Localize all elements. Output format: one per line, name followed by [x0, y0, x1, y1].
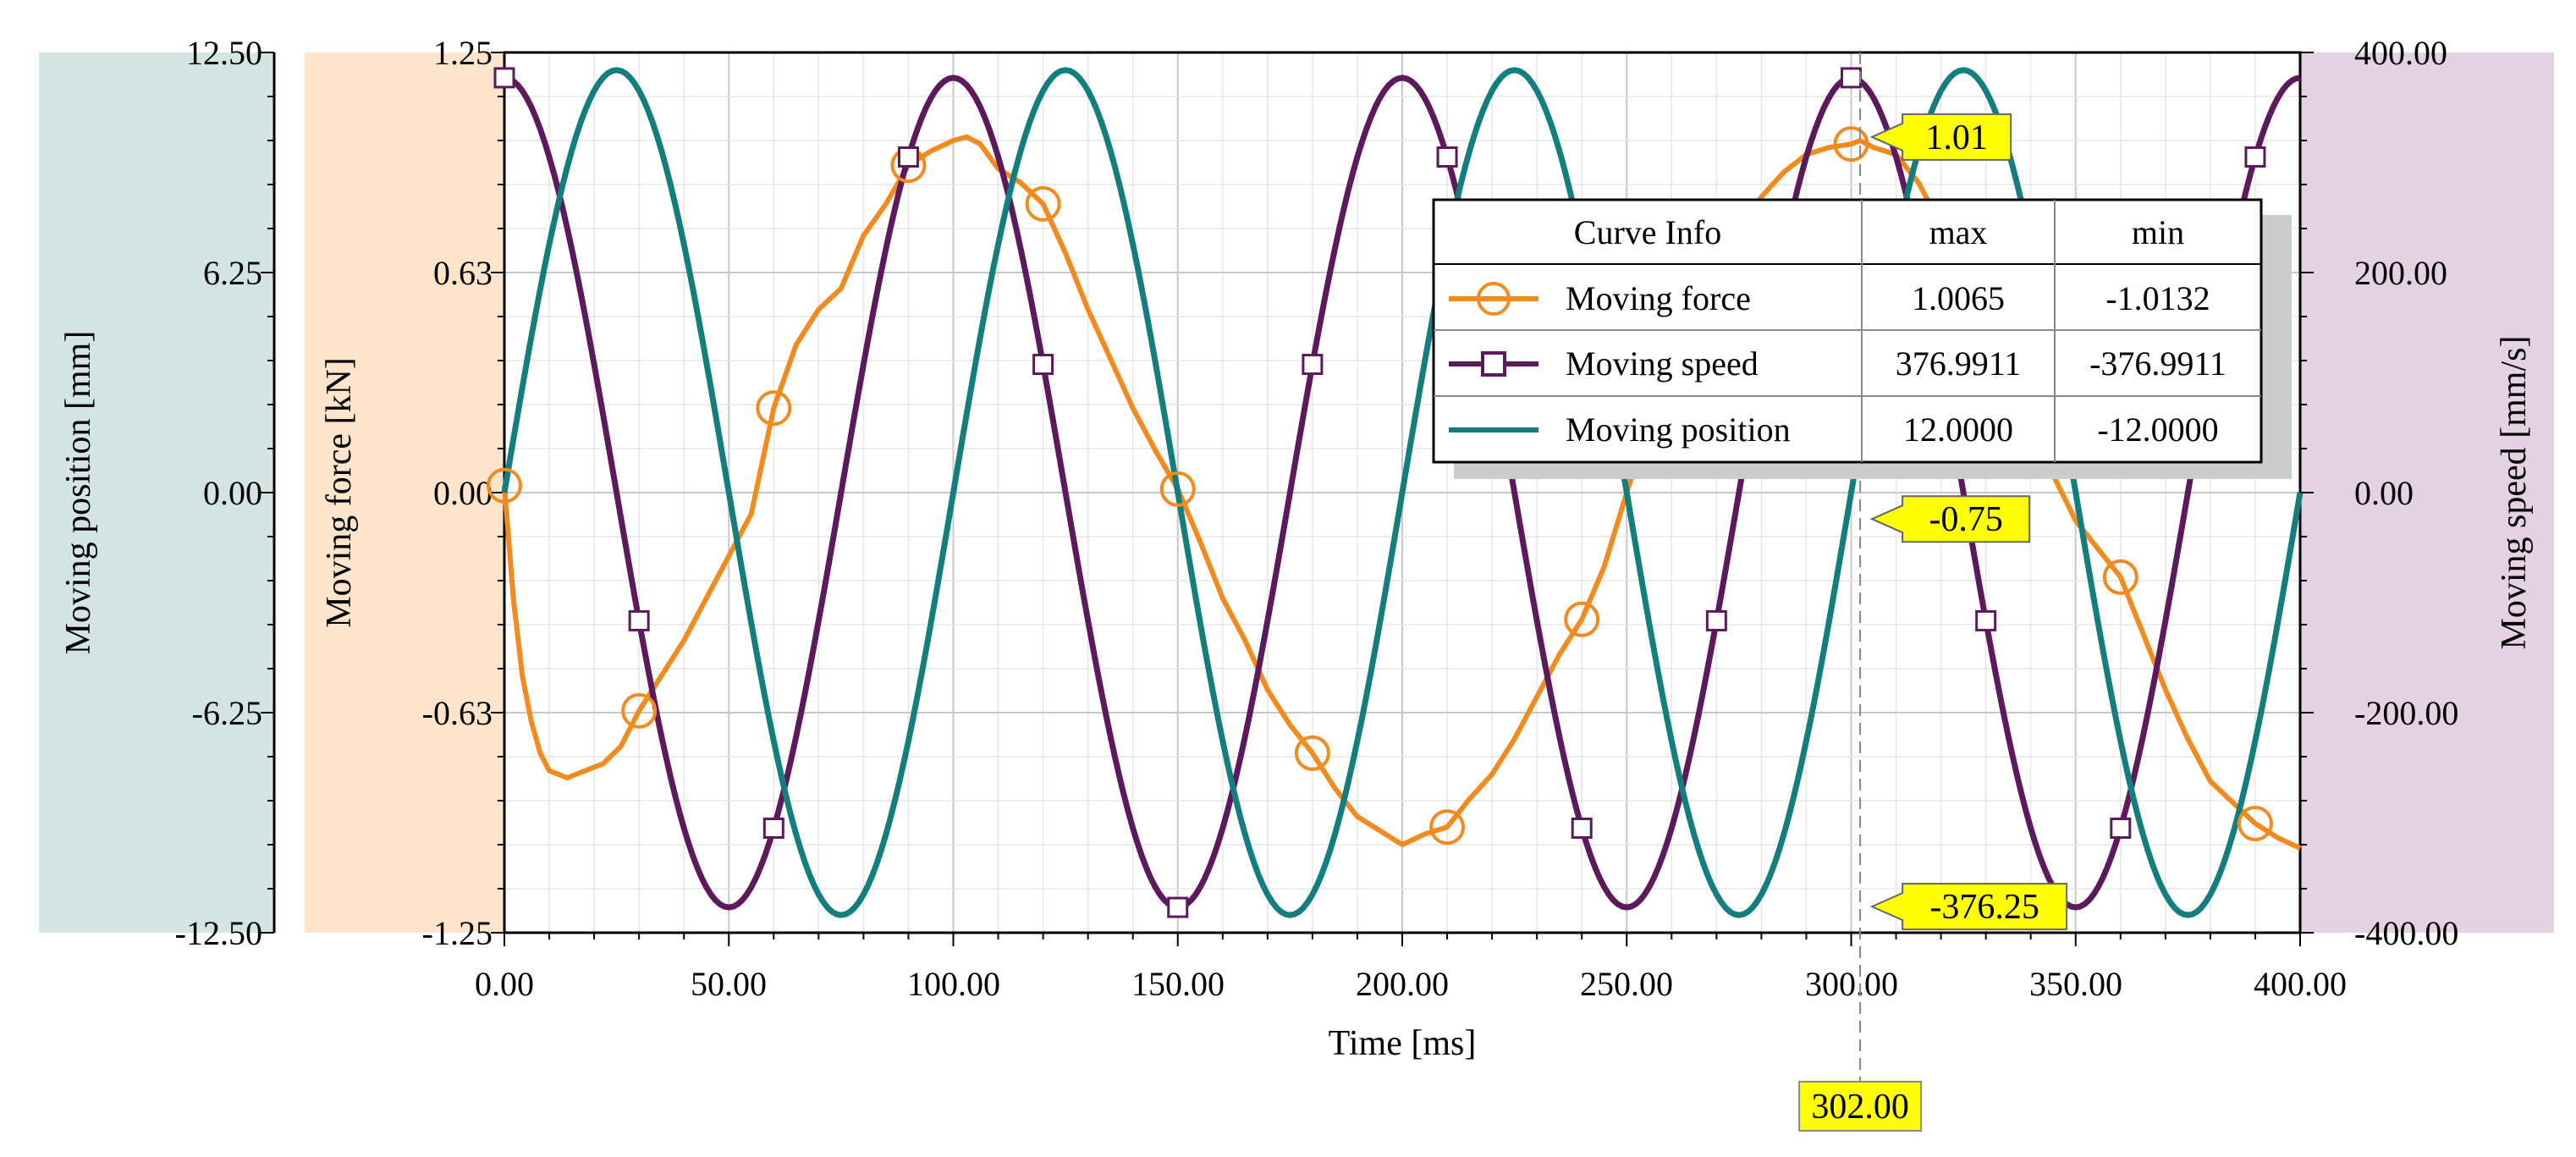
speed-tick-label: 400.00 — [2354, 34, 2447, 72]
force-marker — [1564, 601, 1600, 637]
cursor-readout: 1.01 — [1869, 113, 2012, 161]
force-tick-label: 0.00 — [433, 474, 493, 512]
speed-axis-title: Moving speed [mm/s] — [2495, 336, 2534, 650]
position-tick-label: 6.25 — [203, 254, 262, 292]
force-axis-ticks: 1.25 0.63 0.00 -0.63 -1.25 — [422, 34, 493, 952]
legend-force-name: Moving force — [1566, 279, 1751, 317]
legend-header-name: Curve Info — [1574, 213, 1721, 251]
force-marker — [1294, 735, 1330, 771]
speed-tick-label: 200.00 — [2354, 254, 2447, 292]
legend-speed-min: -376.9911 — [2089, 344, 2226, 383]
cursor[interactable]: 1.01 -0.75 -376.25 302.00 — [1798, 52, 2068, 1132]
speed-marker — [897, 146, 919, 168]
legend-speed-max: 376.9911 — [1896, 344, 2022, 383]
legend: Curve Info max min Moving force 1.0065 -… — [1432, 198, 2292, 479]
speed-marker — [1705, 609, 1727, 631]
speed-tick-label: -200.00 — [2354, 694, 2458, 732]
x-tick-label: 300.00 — [1805, 965, 1898, 1003]
cursor-readout-value: 1.01 — [1925, 118, 1988, 157]
speed-marker — [1302, 354, 1324, 376]
cursor-readout-box — [1869, 883, 2068, 931]
speed-marker — [628, 609, 650, 631]
speed-marker — [1032, 354, 1054, 376]
x-tick-label: 0.00 — [475, 965, 534, 1003]
force-marker — [1833, 126, 1869, 163]
speed-series-line — [504, 74, 2301, 911]
position-tick-label: -6.25 — [192, 694, 262, 732]
cursor-x-value: 302.00 — [1811, 1088, 1909, 1127]
speed-tick-label: 0.00 — [2354, 474, 2414, 512]
speed-marker — [1975, 609, 1997, 631]
force-marker — [1025, 185, 1061, 222]
x-tick-label: 100.00 — [907, 965, 1000, 1003]
force-axis-title: Moving force [kN] — [320, 357, 359, 628]
position-tick-label: 12.50 — [186, 34, 262, 72]
speed-marker — [1167, 896, 1189, 918]
cursor-readouts: 1.01 -0.75 -376.25 — [1869, 113, 2068, 931]
force-tick-label: -0.63 — [422, 694, 493, 732]
speed-marker — [493, 67, 515, 89]
x-tick-label: 200.00 — [1356, 965, 1449, 1003]
x-axis-title: Time [ms] — [1329, 1024, 1477, 1063]
position-axis-band — [39, 52, 274, 933]
force-tick-label: 0.63 — [433, 254, 493, 292]
force-axis-band — [305, 52, 504, 933]
legend-force-marker — [1477, 282, 1511, 316]
force-marker — [756, 390, 792, 427]
force-marker — [2237, 806, 2273, 842]
x-tick-label: 50.00 — [691, 965, 767, 1003]
speed-marker — [1841, 67, 1862, 89]
legend-position-max: 12.0000 — [1903, 410, 2013, 449]
legend-header-min: min — [2132, 213, 2184, 251]
cursor-readout: -0.75 — [1869, 495, 2031, 543]
speed-axis-band — [2300, 52, 2554, 933]
legend-force-min: -1.0132 — [2105, 279, 2210, 317]
position-axis-title: Moving position [mm] — [59, 331, 98, 655]
legend-header-max: max — [1929, 213, 1988, 251]
cursor-readout-value: -376.25 — [1929, 888, 2039, 927]
speed-series-markers — [493, 67, 2266, 918]
position-axis-ticks: 12.50 6.25 0.00 -6.25 -12.50 — [175, 34, 262, 952]
legend-speed-name: Moving speed — [1566, 344, 1759, 383]
legend-position-min: -12.0000 — [2097, 410, 2218, 449]
speed-axis-ticks: 400.00 200.00 0.00 -200.00 -400.00 — [2354, 34, 2458, 952]
cursor-x-box — [1798, 1081, 1923, 1132]
force-tick-label: -1.25 — [422, 914, 493, 952]
cursor-readout-box — [1869, 113, 2012, 161]
force-tick-label: 1.25 — [433, 34, 493, 72]
speed-tick-label: -400.00 — [2354, 914, 2458, 952]
legend-speed-marker — [1481, 351, 1506, 377]
axis-ticks — [261, 52, 2314, 946]
x-tick-label: 250.00 — [1580, 965, 1673, 1003]
force-marker — [1429, 809, 1466, 846]
x-tick-label: 150.00 — [1131, 965, 1225, 1003]
legend-force-max: 1.0065 — [1912, 279, 2005, 317]
speed-marker — [762, 817, 784, 839]
legend-position-name: Moving position — [1566, 410, 1791, 449]
speed-marker — [1436, 146, 1458, 168]
position-tick-label: -12.50 — [175, 914, 262, 952]
speed-marker — [2244, 146, 2266, 168]
x-tick-label: 400.00 — [2254, 965, 2347, 1003]
speed-marker — [2110, 817, 2132, 839]
force-marker — [621, 692, 658, 729]
x-tick-label: 350.00 — [2029, 965, 2122, 1003]
cursor-readout-value: -0.75 — [1929, 500, 2003, 539]
force-marker — [2102, 559, 2138, 595]
cursor-readout: -376.25 — [1869, 883, 2068, 931]
cursor-x-label: 302.00 — [1798, 1081, 1923, 1132]
x-axis-ticks: 0.00 50.00 100.00 150.00 200.00 250.00 3… — [475, 965, 2347, 1003]
force-marker — [487, 467, 522, 504]
position-tick-label: 0.00 — [203, 474, 262, 512]
cursor-readout-box — [1869, 495, 2031, 543]
force-marker — [1159, 471, 1196, 507]
speed-marker — [1571, 817, 1593, 839]
